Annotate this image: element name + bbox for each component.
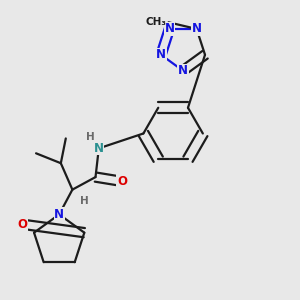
Text: N: N bbox=[94, 142, 104, 155]
Text: N: N bbox=[54, 208, 64, 221]
Text: N: N bbox=[164, 22, 174, 35]
Text: N: N bbox=[156, 48, 166, 61]
Text: N: N bbox=[192, 22, 202, 35]
Text: O: O bbox=[117, 175, 127, 188]
Text: H: H bbox=[80, 196, 88, 206]
Text: O: O bbox=[18, 218, 28, 231]
Text: N: N bbox=[178, 64, 188, 77]
Text: CH₃: CH₃ bbox=[146, 17, 167, 27]
Text: H: H bbox=[86, 132, 95, 142]
